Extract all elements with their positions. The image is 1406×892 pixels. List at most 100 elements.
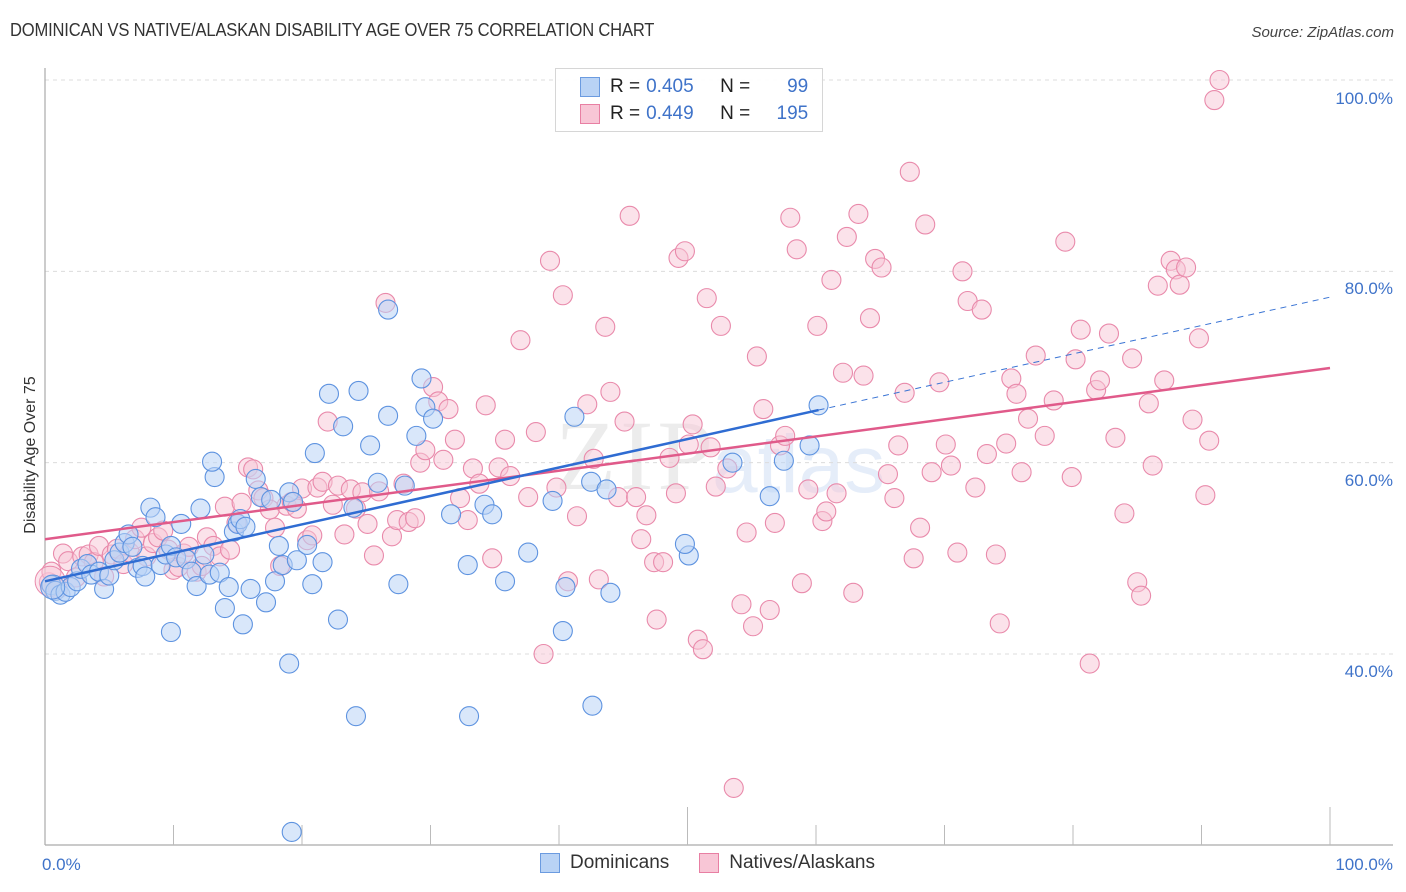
natives-point	[1105, 427, 1126, 448]
natives-point	[631, 529, 652, 550]
natives-point	[322, 494, 343, 515]
natives-point	[1098, 323, 1120, 344]
natives-point	[1131, 585, 1152, 606]
dominicans-point	[268, 535, 289, 556]
natives-point	[588, 569, 609, 590]
dominicans-point	[209, 562, 230, 583]
dominicans-point	[345, 706, 367, 727]
natives-point	[674, 241, 695, 262]
natives-point	[682, 414, 703, 435]
natives-point	[444, 429, 465, 450]
dominicans-point	[423, 408, 444, 429]
natives-point	[626, 487, 647, 508]
natives-point	[692, 639, 713, 660]
n-value: 195	[776, 103, 809, 124]
dominicans-point	[406, 425, 427, 446]
dominicans-point	[232, 614, 253, 635]
natives-point	[940, 455, 961, 476]
natives-point	[910, 517, 931, 538]
natives-point	[798, 479, 819, 500]
dominicans-point	[312, 552, 333, 573]
natives-point	[577, 394, 598, 415]
dominicans-point	[722, 452, 743, 473]
axes	[44, 68, 1393, 846]
natives-point	[600, 381, 621, 402]
dominicans-point	[281, 821, 302, 842]
dominicans-swatch	[580, 77, 600, 97]
natives-point	[518, 487, 539, 508]
natives-point	[921, 462, 942, 483]
dominicans-point	[171, 513, 192, 534]
natives-point	[836, 226, 857, 247]
legend-item-natives-alaskans[interactable]: Natives/Alaskans	[699, 852, 875, 874]
dominicans-point	[773, 450, 794, 471]
natives-point	[363, 545, 385, 566]
dominicans-point	[235, 516, 256, 537]
dominicans-point	[552, 620, 573, 642]
natives-point	[1065, 349, 1086, 370]
natives-point	[636, 505, 657, 526]
y-tick-label-100: 100.0%	[1335, 89, 1393, 108]
axis-labels: Disability Age Over 75 40.0% 60.0% 80.0%…	[22, 89, 1393, 874]
legend-item-dominicans[interactable]: Dominicans	[540, 852, 669, 874]
natives-point	[826, 483, 847, 504]
dominicans-point	[297, 534, 318, 555]
r-label: R =	[610, 76, 641, 97]
dominicans-point	[279, 653, 300, 674]
natives-point	[947, 542, 968, 563]
dominicans-point	[160, 621, 181, 643]
dominicans-point	[302, 574, 323, 595]
natives-point	[935, 434, 956, 455]
natives-point	[915, 214, 936, 235]
natives-point	[1122, 348, 1143, 369]
natives-point	[1070, 319, 1091, 340]
stats-legend-row-natives: R = 0.449 N = 195	[580, 101, 808, 127]
trend-lines	[44, 296, 1331, 583]
natives-point	[853, 365, 874, 386]
natives-point	[1061, 466, 1082, 488]
natives-point	[759, 599, 780, 621]
legend-label: Natives/Alaskans	[729, 852, 875, 873]
natives-point	[1043, 390, 1064, 411]
natives-point	[884, 488, 905, 509]
dominicans-point	[441, 504, 462, 525]
natives-point	[1006, 383, 1027, 404]
natives-point	[746, 346, 767, 367]
natives-point	[357, 513, 378, 534]
dominicans-point	[304, 443, 325, 464]
grid-lines	[45, 79, 1395, 655]
dominicans-point	[240, 578, 261, 599]
natives-point	[1034, 425, 1055, 446]
stats-legend: R = 0.405 N = 99 R = 0.449 N = 195	[555, 68, 823, 132]
natives-point	[1154, 370, 1175, 391]
dominicans-point	[202, 451, 223, 472]
stats-legend-row-dominicans: R = 0.405 N = 99	[580, 74, 808, 100]
natives-legend-swatch	[699, 853, 720, 873]
dominicans-point	[122, 536, 143, 557]
dominicans-point	[542, 490, 563, 511]
source-label: Source: ZipAtlas.com	[1251, 24, 1394, 41]
y-axis-label: Disability Age Over 75	[22, 376, 39, 534]
y-tick-label-80: 80.0%	[1345, 279, 1393, 298]
natives-point	[539, 250, 561, 271]
natives-point	[723, 777, 744, 798]
natives-point	[438, 399, 459, 420]
dominicans-point	[245, 468, 266, 489]
natives-point	[821, 269, 842, 290]
dominicans-point	[264, 571, 286, 592]
natives-point	[816, 501, 837, 522]
natives-point	[832, 362, 854, 383]
r-value: 0.405	[646, 76, 694, 97]
dominicans-point	[327, 609, 349, 630]
natives-point	[1147, 275, 1168, 296]
dominicans-point	[286, 550, 307, 571]
r-label: R =	[610, 103, 641, 124]
dominicans-point	[600, 582, 621, 603]
dominicans-point	[367, 472, 388, 493]
x-tick-label-100: 100.0%	[1335, 855, 1393, 874]
natives-point	[566, 506, 588, 527]
natives-point	[985, 544, 1006, 565]
natives-point	[533, 643, 554, 665]
dominicans-point	[255, 592, 277, 613]
